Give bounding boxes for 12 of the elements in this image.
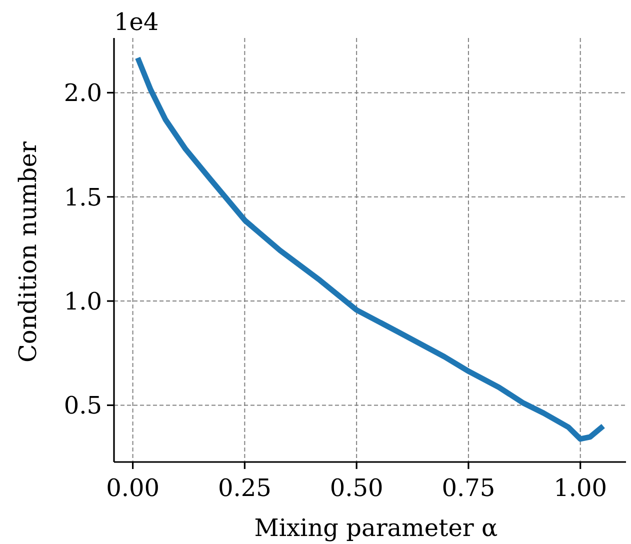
- y-tick-label: 0.5: [64, 392, 102, 420]
- y-tick-label: 2.0: [64, 79, 102, 108]
- x-tick-label: 1.00: [554, 474, 608, 502]
- x-axis-title: Mixing parameter α: [254, 514, 498, 542]
- x-tick-label: 0.25: [218, 474, 272, 502]
- x-tick-label: 0.75: [442, 474, 496, 502]
- x-tick-label: 0.00: [106, 474, 160, 502]
- x-tick-label: 0.50: [330, 474, 384, 502]
- y-tick-label: 1.0: [64, 287, 102, 316]
- y-axis-title: Condition number: [14, 141, 42, 362]
- y-tick-label: 1.5: [64, 183, 102, 212]
- text: 1e4: [114, 8, 159, 36]
